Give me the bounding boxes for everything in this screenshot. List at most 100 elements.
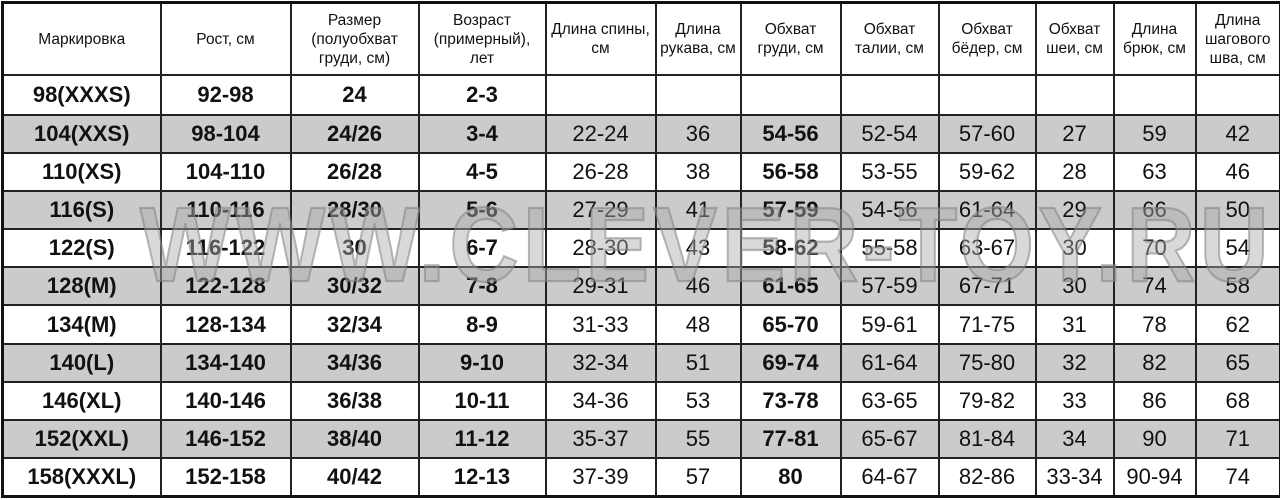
table-cell: 52-54 [841, 115, 939, 153]
table-cell: 66 [1114, 191, 1196, 229]
table-cell: 38 [656, 153, 741, 191]
table-cell: 79-82 [939, 382, 1036, 420]
table-cell: 92-98 [161, 75, 291, 115]
table-cell: 55-58 [841, 229, 939, 267]
table-cell: 90 [1114, 420, 1196, 458]
table-cell: 33 [1036, 382, 1114, 420]
table-cell: 90-94 [1114, 458, 1196, 497]
table-cell [1114, 75, 1196, 115]
table-cell: 11-12 [419, 420, 546, 458]
table-cell [741, 75, 841, 115]
table-cell: 31 [1036, 305, 1114, 343]
table-cell: 58-62 [741, 229, 841, 267]
table-cell: 81-84 [939, 420, 1036, 458]
table-cell: 128-134 [161, 305, 291, 343]
table-cell: 9-10 [419, 344, 546, 382]
table-cell: 32 [1036, 344, 1114, 382]
table-cell: 5-6 [419, 191, 546, 229]
table-cell: 38/40 [291, 420, 419, 458]
table-cell: 2-3 [419, 75, 546, 115]
table-cell: 51 [656, 344, 741, 382]
table-cell [841, 75, 939, 115]
table-cell: 28/30 [291, 191, 419, 229]
table-cell: 140(L) [3, 344, 161, 382]
table-cell [656, 75, 741, 115]
table-cell: 42 [1196, 115, 1280, 153]
table-cell: 140-146 [161, 382, 291, 420]
column-header: Длина брюк, см [1114, 3, 1196, 76]
table-cell: 74 [1114, 267, 1196, 305]
table-cell: 57 [656, 458, 741, 497]
table-cell: 43 [656, 229, 741, 267]
table-cell: 53-55 [841, 153, 939, 191]
table-cell: 22-24 [546, 115, 656, 153]
table-cell: 36/38 [291, 382, 419, 420]
table-cell: 4-5 [419, 153, 546, 191]
table-cell: 61-64 [939, 191, 1036, 229]
column-header: Обхват талии, см [841, 3, 939, 76]
table-cell: 59 [1114, 115, 1196, 153]
table-cell: 58 [1196, 267, 1280, 305]
table-cell: 62 [1196, 305, 1280, 343]
table-cell: 27 [1036, 115, 1114, 153]
table-cell: 30 [1036, 229, 1114, 267]
table-cell: 61-64 [841, 344, 939, 382]
table-cell: 48 [656, 305, 741, 343]
table-cell: 110(XS) [3, 153, 161, 191]
table-cell: 65-70 [741, 305, 841, 343]
table-cell: 31-33 [546, 305, 656, 343]
table-cell: 122-128 [161, 267, 291, 305]
table-cell: 65-67 [841, 420, 939, 458]
table-cell: 27-29 [546, 191, 656, 229]
table-cell: 63 [1114, 153, 1196, 191]
table-cell: 37-39 [546, 458, 656, 497]
table-cell [1196, 75, 1280, 115]
table-cell: 26-28 [546, 153, 656, 191]
table-cell: 104(XXS) [3, 115, 161, 153]
table-cell: 36 [656, 115, 741, 153]
table-cell: 63-65 [841, 382, 939, 420]
table-cell: 57-59 [741, 191, 841, 229]
table-cell: 41 [656, 191, 741, 229]
table-cell: 54-56 [741, 115, 841, 153]
table-cell: 71-75 [939, 305, 1036, 343]
table-cell: 71 [1196, 420, 1280, 458]
table-cell: 98-104 [161, 115, 291, 153]
table-cell: 116-122 [161, 229, 291, 267]
table-cell: 53 [656, 382, 741, 420]
table-cell: 70 [1114, 229, 1196, 267]
column-header: Обхват шеи, см [1036, 3, 1114, 76]
table-cell: 24/26 [291, 115, 419, 153]
table-cell [939, 75, 1036, 115]
table-cell: 8-9 [419, 305, 546, 343]
table-cell: 82-86 [939, 458, 1036, 497]
table-cell: 146-152 [161, 420, 291, 458]
table-cell: 55 [656, 420, 741, 458]
table-cell: 54-56 [841, 191, 939, 229]
table-cell: 67-71 [939, 267, 1036, 305]
table-cell: 122(S) [3, 229, 161, 267]
table-cell: 32/34 [291, 305, 419, 343]
table-cell: 152-158 [161, 458, 291, 497]
table-cell: 46 [656, 267, 741, 305]
table-cell: 34 [1036, 420, 1114, 458]
table-cell: 73-78 [741, 382, 841, 420]
table-cell: 59-62 [939, 153, 1036, 191]
table-cell: 28 [1036, 153, 1114, 191]
table-cell: 12-13 [419, 458, 546, 497]
table-cell: 24 [291, 75, 419, 115]
column-header: Длина шагового шва, см [1196, 3, 1280, 76]
table-cell: 116(S) [3, 191, 161, 229]
table-cell: 86 [1114, 382, 1196, 420]
table-cell: 146(XL) [3, 382, 161, 420]
table-cell: 57-60 [939, 115, 1036, 153]
table-cell: 29 [1036, 191, 1114, 229]
